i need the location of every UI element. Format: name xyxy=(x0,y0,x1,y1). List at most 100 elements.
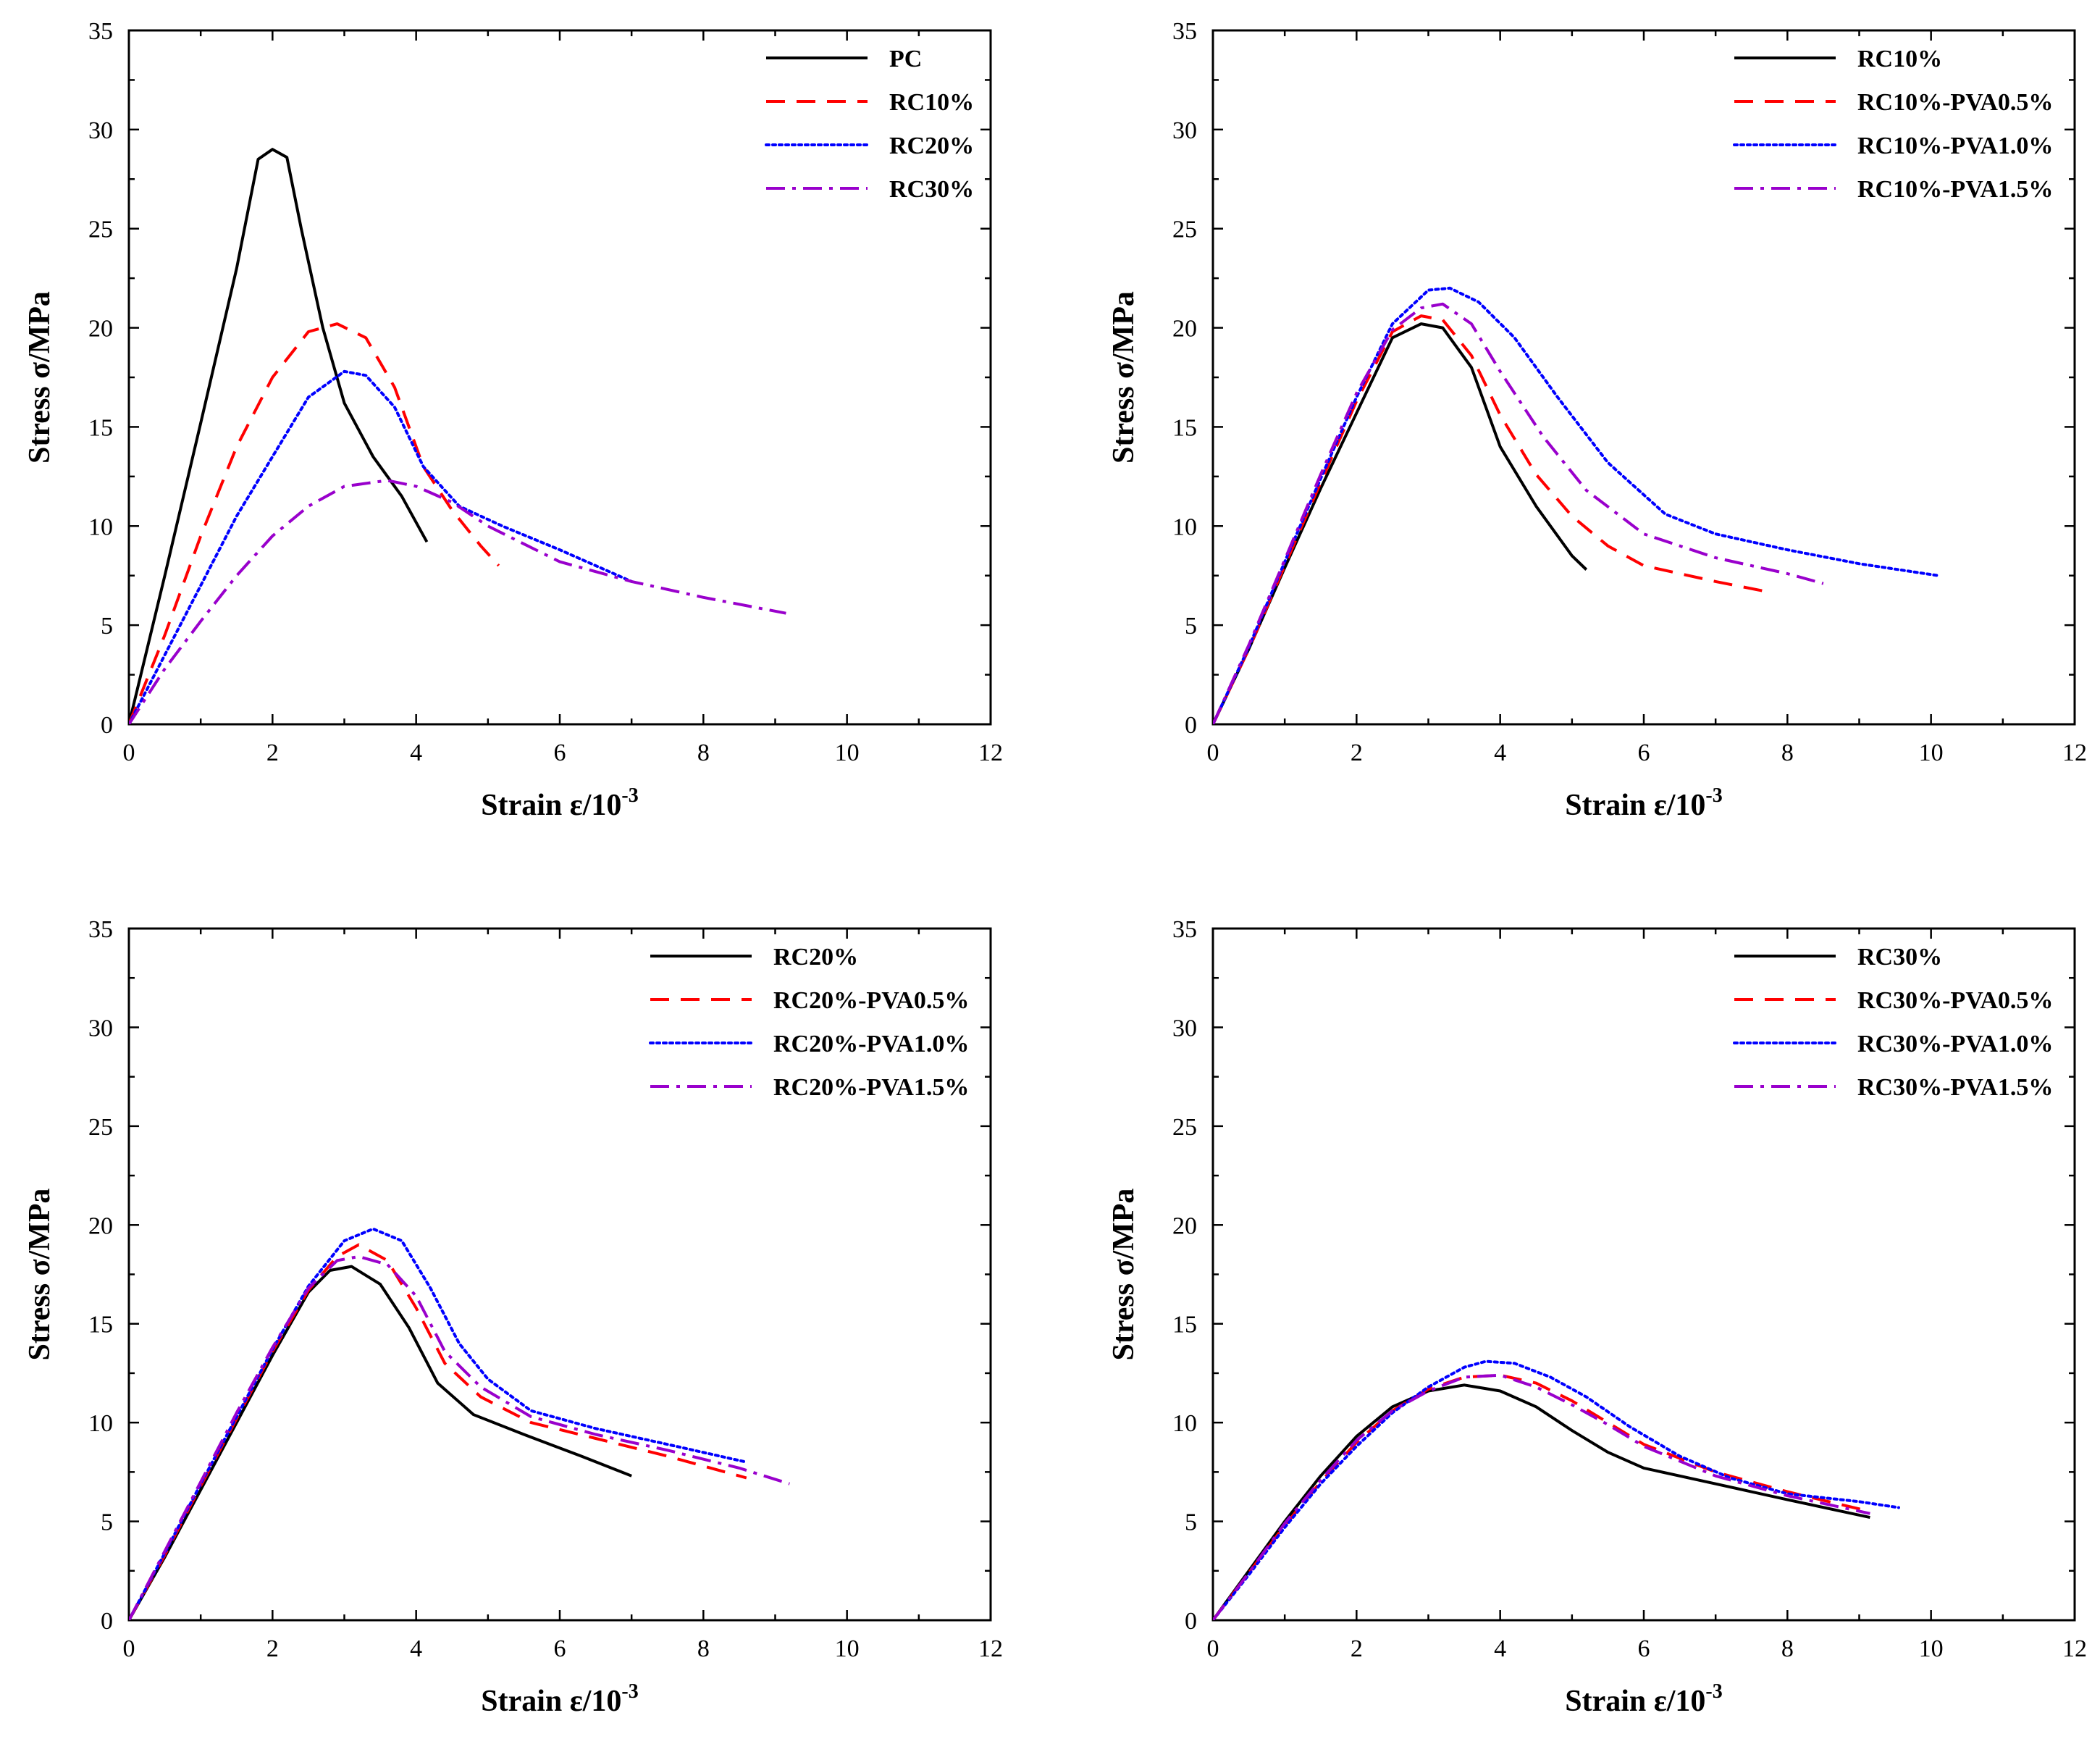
x-tick-label: 10 xyxy=(1919,1635,1944,1662)
y-tick-label: 25 xyxy=(88,1114,113,1141)
x-tick-label: 4 xyxy=(410,739,422,766)
x-tick-label: 10 xyxy=(1919,739,1944,766)
y-tick-label: 30 xyxy=(88,117,113,144)
y-tick-label: 20 xyxy=(88,1212,113,1239)
x-tick-label: 6 xyxy=(1638,739,1650,766)
x-tick-label: 6 xyxy=(554,739,566,766)
y-tick-label: 30 xyxy=(88,1015,113,1042)
x-axis-label: Strain ε/10-3 xyxy=(1565,784,1722,822)
x-tick-label: 4 xyxy=(1494,1635,1506,1662)
y-tick-label: 15 xyxy=(88,414,113,441)
legend-label-RC10%-PVA0.5%: RC10%-PVA0.5% xyxy=(1857,89,2053,116)
series-line-RC10%-PVA0.5% xyxy=(1213,314,1766,724)
series-line-RC20% xyxy=(129,369,634,724)
y-tick-label: 35 xyxy=(1172,916,1197,943)
series-line-RC10%-PVA1.0% xyxy=(1213,286,1940,724)
x-tick-label: 8 xyxy=(1781,739,1794,766)
y-tick-label: 5 xyxy=(101,613,113,640)
legend-label-RC10%: RC10% xyxy=(889,89,974,116)
y-tick-label: 15 xyxy=(1172,414,1197,441)
y-tick-label: 0 xyxy=(1185,712,1197,739)
legend-label-RC20%: RC20% xyxy=(889,133,974,159)
y-tick-label: 5 xyxy=(101,1509,113,1536)
y-tick-label: 0 xyxy=(101,712,113,739)
y-tick-label: 10 xyxy=(1172,1410,1197,1437)
y-tick-label: 20 xyxy=(1172,1212,1197,1239)
y-tick-label: 5 xyxy=(1185,613,1197,640)
y-tick-label: 15 xyxy=(88,1312,113,1338)
y-tick-label: 25 xyxy=(88,217,113,243)
y-tick-label: 5 xyxy=(1185,1509,1197,1536)
series-line-RC20%-PVA1.0% xyxy=(129,1227,748,1620)
x-tick-label: 8 xyxy=(697,1635,710,1662)
x-tick-label: 12 xyxy=(978,1635,1003,1662)
y-tick-label: 0 xyxy=(101,1608,113,1635)
chart-panel-3: 0 2 4 6 8 10 12 0 5 10 15 20 25 30 35 Strain ε/10-3 Stre… xyxy=(23,916,1003,1718)
series-line-RC30%-PVA1.5% xyxy=(1213,1373,1870,1620)
legend-label-RC30%: RC30% xyxy=(889,176,974,203)
chart-panel-1: 0 2 4 6 8 10 12 0 5 10 15 20 25 30 35 Strain ε/10-3 Stre… xyxy=(23,18,1003,822)
y-axis-label: Stress σ/MPa xyxy=(23,1189,56,1361)
x-axis-label: Strain ε/10-3 xyxy=(481,784,638,822)
legend-label-RC20%-PVA1.5%: RC20%-PVA1.5% xyxy=(773,1074,969,1101)
x-tick-label: 12 xyxy=(978,739,1003,766)
series-line-RC10% xyxy=(129,322,500,724)
x-tick-label: 12 xyxy=(2062,1635,2087,1662)
y-tick-label: 35 xyxy=(88,916,113,943)
legend: PC RC10% RC20% RC30% xyxy=(765,46,974,203)
x-tick-label: 2 xyxy=(266,739,279,766)
x-tick-label: 4 xyxy=(410,1635,422,1662)
x-tick-label: 8 xyxy=(1781,1635,1794,1662)
x-tick-label: 2 xyxy=(1351,739,1363,766)
legend-label-RC30%-PVA0.5%: RC30%-PVA0.5% xyxy=(1857,987,2053,1014)
series-line-PC xyxy=(129,148,429,724)
y-tick-label: 10 xyxy=(1172,514,1197,540)
y-axis-label: Stress σ/MPa xyxy=(23,291,56,464)
x-axis-label: Strain ε/10-3 xyxy=(481,1680,638,1718)
y-tick-label: 30 xyxy=(1172,117,1197,144)
legend-label-RC20%: RC20% xyxy=(773,944,858,971)
y-tick-label: 25 xyxy=(1172,1114,1197,1141)
y-tick-label: 30 xyxy=(1172,1015,1197,1042)
x-tick-label: 2 xyxy=(266,1635,279,1662)
y-tick-label: 20 xyxy=(88,316,113,343)
series-line-RC10%-PVA1.5% xyxy=(1213,302,1824,724)
legend: RC30% RC30%-PVA0.5% RC30%-PVA1.0% RC30%-PVA… xyxy=(1733,944,2053,1101)
y-tick-label: 10 xyxy=(88,514,113,540)
y-tick-label: 35 xyxy=(88,18,113,45)
legend-label-RC10%: RC10% xyxy=(1857,46,1942,72)
series-line-RC30% xyxy=(129,479,786,724)
y-tick-label: 35 xyxy=(1172,18,1197,45)
x-axis-label: Strain ε/10-3 xyxy=(1565,1680,1722,1718)
x-tick-label: 4 xyxy=(1494,739,1506,766)
legend-label-RC30%-PVA1.5%: RC30%-PVA1.5% xyxy=(1857,1074,2053,1101)
series-line-RC20% xyxy=(129,1265,632,1620)
legend-label-PC: PC xyxy=(889,46,922,72)
legend-label-RC10%-PVA1.5%: RC10%-PVA1.5% xyxy=(1857,176,2053,203)
x-tick-label: 8 xyxy=(697,739,710,766)
legend-label-RC30%: RC30% xyxy=(1857,944,1942,971)
legend-label-RC10%-PVA1.0%: RC10%-PVA1.0% xyxy=(1857,133,2053,159)
series-line-RC10% xyxy=(1213,322,1588,724)
x-tick-label: 6 xyxy=(1638,1635,1650,1662)
series-line-RC30%-PVA1.0% xyxy=(1213,1359,1900,1620)
y-axis-label: Stress σ/MPa xyxy=(1107,291,1141,464)
x-tick-label: 2 xyxy=(1351,1635,1363,1662)
legend-label-RC20%-PVA1.0%: RC20%-PVA1.0% xyxy=(773,1031,969,1057)
x-tick-label: 0 xyxy=(123,739,135,766)
y-tick-label: 25 xyxy=(1172,217,1197,243)
legend-label-RC30%-PVA1.0%: RC30%-PVA1.0% xyxy=(1857,1031,2053,1057)
series-line-RC30% xyxy=(1213,1383,1870,1620)
y-tick-label: 15 xyxy=(1172,1312,1197,1338)
y-tick-label: 20 xyxy=(1172,316,1197,343)
legend: RC10% RC10%-PVA0.5% RC10%-PVA1.0% RC10%-PVA… xyxy=(1733,46,2053,203)
legend: RC20% RC20%-PVA0.5% RC20%-PVA1.0% RC20%-PVA… xyxy=(649,944,969,1101)
legend-label-RC20%-PVA0.5%: RC20%-PVA0.5% xyxy=(773,987,969,1014)
plot-frame xyxy=(127,29,992,726)
x-tick-label: 10 xyxy=(835,739,860,766)
x-tick-label: 0 xyxy=(1207,1635,1219,1662)
x-tick-label: 0 xyxy=(1207,739,1219,766)
x-tick-label: 10 xyxy=(835,1635,860,1662)
chart-panel-4: 0 2 4 6 8 10 12 0 5 10 15 20 25 30 35 Strain ε/10-3 Stre… xyxy=(1107,916,2087,1718)
y-axis-label: Stress σ/MPa xyxy=(1107,1189,1141,1361)
